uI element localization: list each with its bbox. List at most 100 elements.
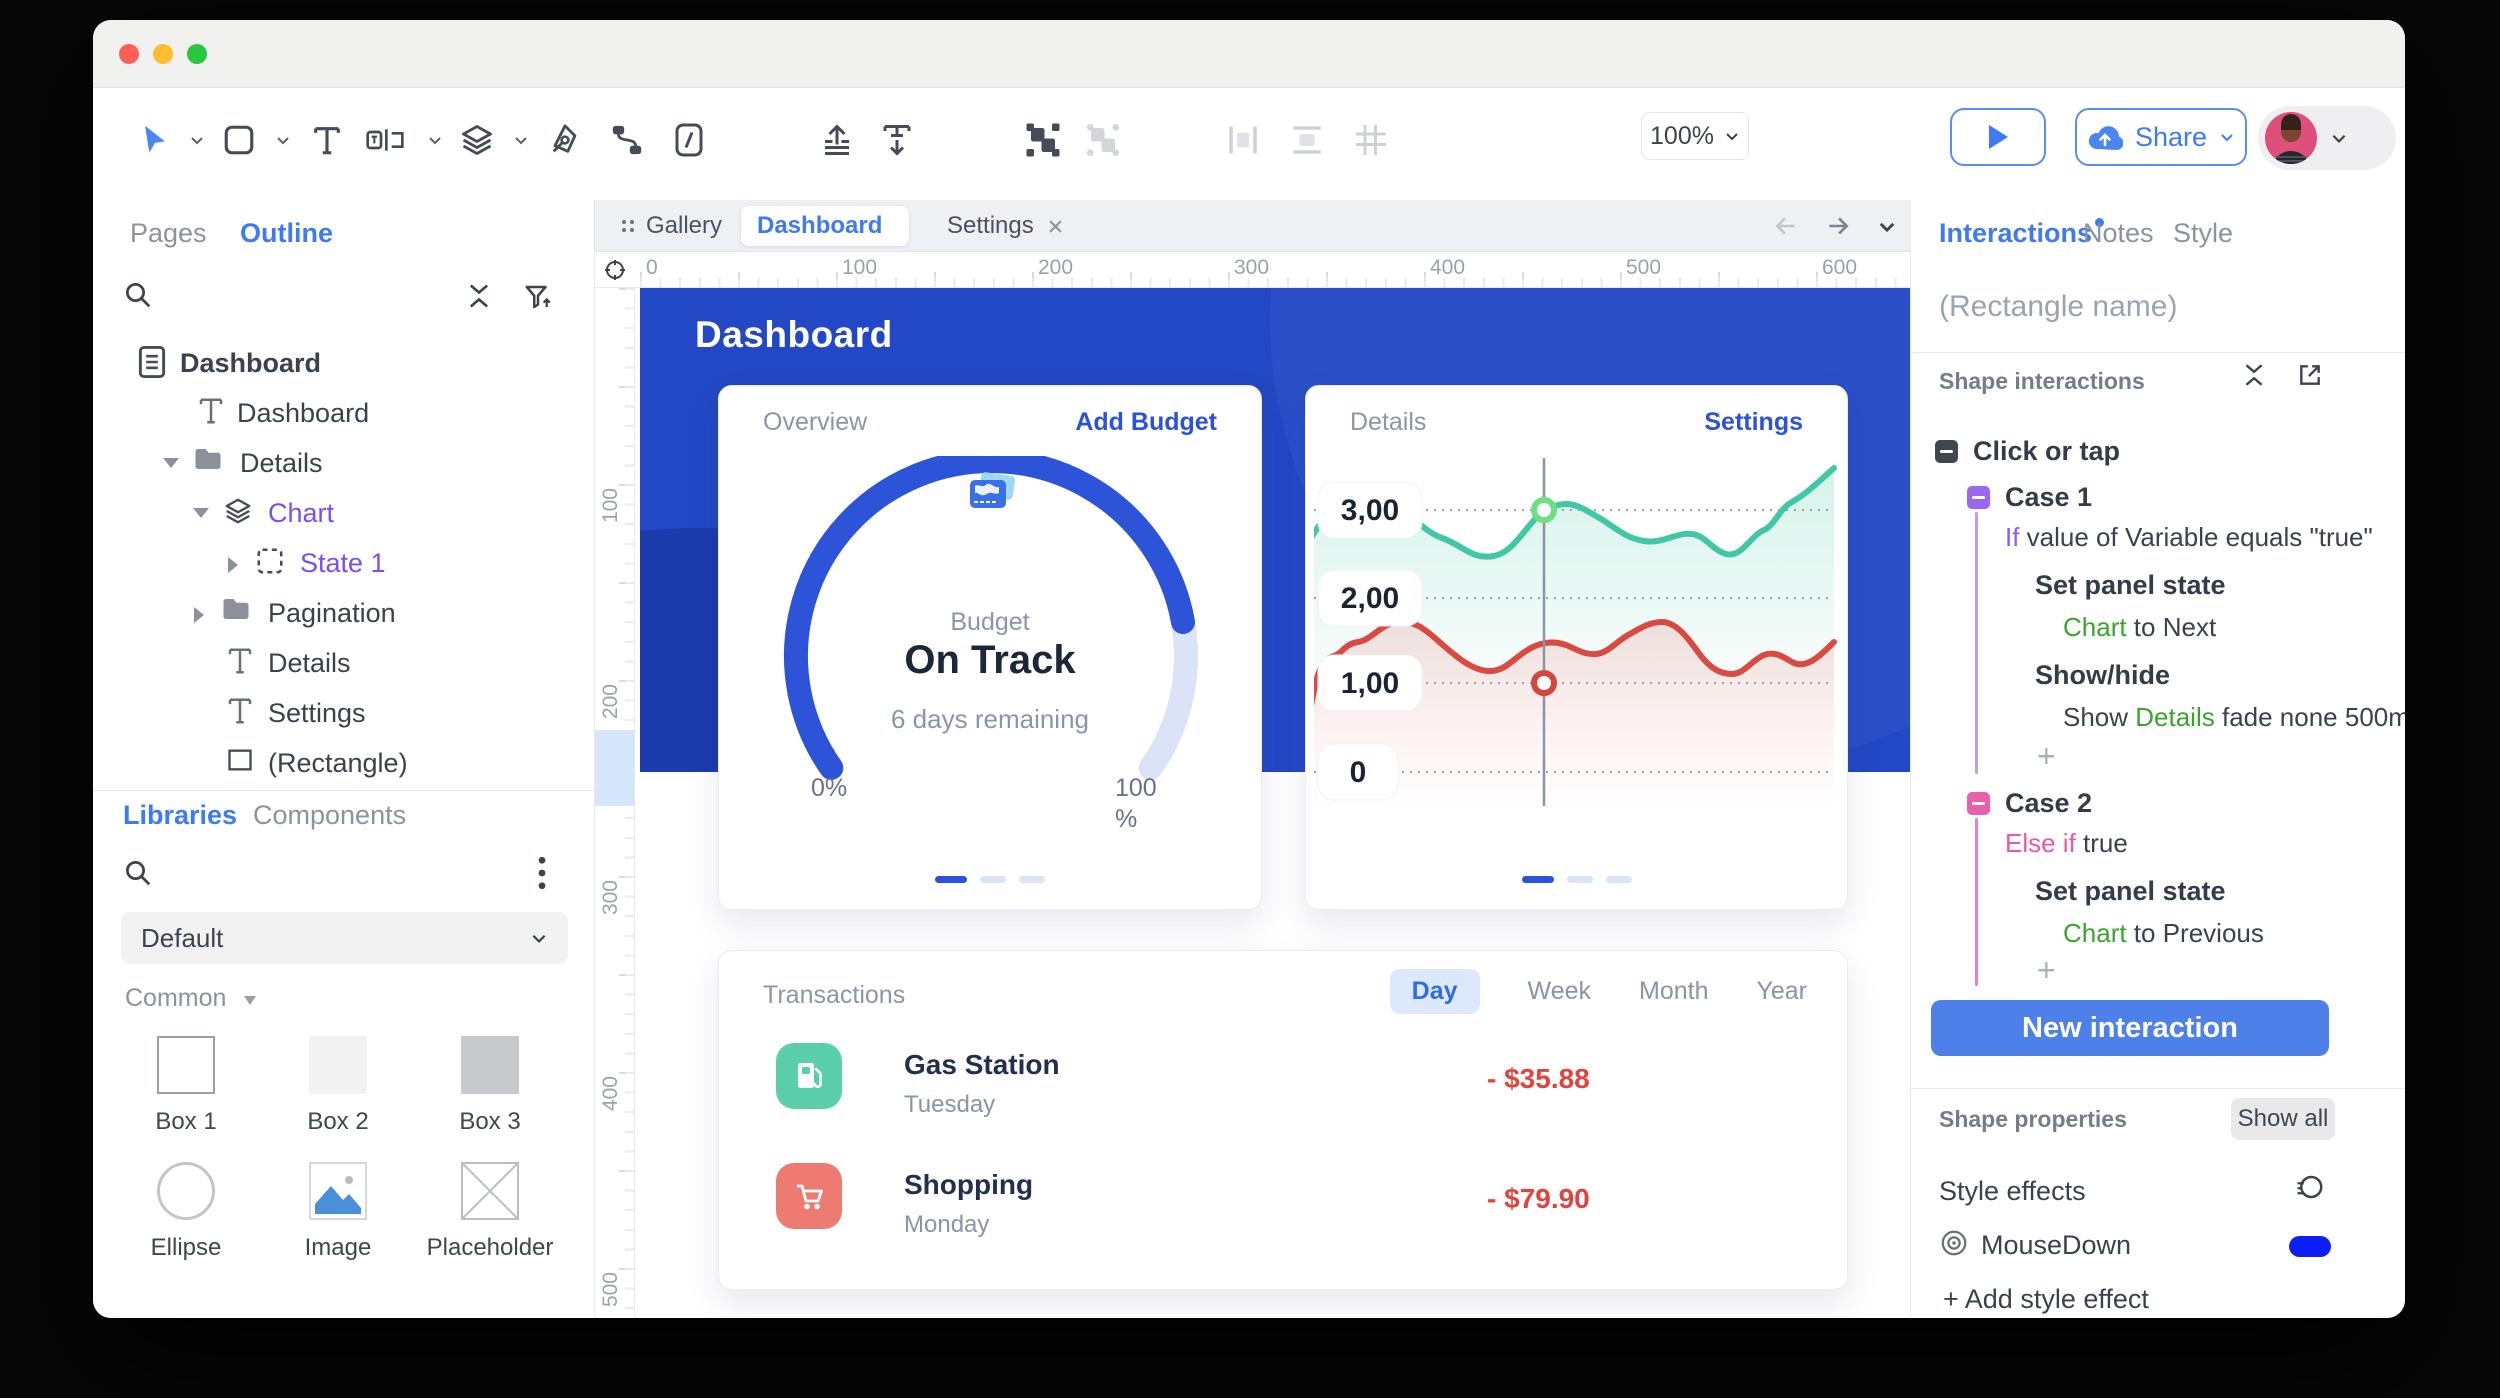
outline-item-text-details[interactable]: Details [93, 640, 594, 686]
group-icon[interactable] [1021, 118, 1065, 162]
outline-item-text-settings[interactable]: Settings [93, 690, 594, 736]
outline-item-text-dashboard[interactable]: Dashboard [93, 390, 594, 436]
close-tab-icon[interactable] [1048, 219, 1063, 234]
library-section-header[interactable]: Common [125, 984, 257, 1013]
minimize-window-button[interactable] [153, 44, 173, 64]
maximize-window-button[interactable] [187, 44, 207, 64]
outline-item-folder-pagination[interactable]: Pagination [93, 590, 594, 636]
settings-link[interactable]: Settings [1704, 408, 1803, 436]
share-button[interactable]: Share [2075, 108, 2247, 166]
case1-condition[interactable]: If value of Variable equals "true" [2005, 522, 2373, 552]
tab-notes[interactable]: Notes [2083, 218, 2154, 248]
rectangle-tool-chevron-icon[interactable] [275, 132, 291, 148]
shape-name-input[interactable] [1937, 284, 2377, 330]
add-style-effect-button[interactable]: + Add style effect [1943, 1284, 2149, 1314]
new-interaction-button[interactable]: New interaction [1931, 1000, 2329, 1056]
text-tool[interactable] [305, 118, 349, 162]
case2-action1-detail[interactable]: Chart to Previous [2063, 918, 2264, 948]
library-item-box1[interactable] [111, 1036, 261, 1099]
carousel-dots[interactable] [719, 876, 1261, 883]
connector-tool[interactable] [605, 118, 649, 162]
mousedown-color-swatch[interactable] [2289, 1236, 2331, 1257]
ruler-origin-icon[interactable] [595, 252, 635, 288]
coll apse-event-icon[interactable] [1935, 440, 1958, 463]
tab-outline[interactable]: Outline [240, 218, 333, 248]
select-cursor-tool[interactable] [133, 118, 177, 162]
collapse-case2-icon[interactable] [1967, 792, 1990, 815]
outline-item-rectangle[interactable]: (Rectangle) [93, 740, 594, 786]
case1-action2-type[interactable]: Show/hide [2035, 660, 2170, 690]
preview-play-button[interactable] [1950, 108, 2046, 166]
period-tab-year[interactable]: Year [1756, 977, 1807, 1005]
caret-right-icon[interactable] [228, 557, 238, 573]
caret-right-icon[interactable] [194, 607, 204, 623]
library-item-placeholder[interactable] [415, 1162, 565, 1225]
history-back-icon[interactable] [1773, 213, 1799, 239]
grid-snap-icon[interactable] [1349, 118, 1393, 162]
case2-title[interactable]: Case 2 [2005, 788, 2093, 818]
style-effects-toggle-icon[interactable] [2295, 1172, 2325, 1202]
layers-tool[interactable] [455, 118, 499, 162]
collapse-interactions-icon[interactable] [2241, 362, 2267, 388]
library-kebab-menu-icon[interactable] [537, 856, 547, 890]
caret-down-icon[interactable] [193, 508, 209, 518]
carousel-dots[interactable] [1306, 876, 1847, 883]
add-action-button[interactable]: + [2037, 738, 2056, 774]
zoom-level-dropdown[interactable]: 100% [1641, 112, 1749, 160]
collapse-all-icon[interactable] [465, 282, 493, 310]
account-menu[interactable] [2258, 106, 2396, 170]
add-action-button[interactable]: + [2037, 952, 2056, 988]
pen-tool[interactable] [543, 118, 587, 162]
rectangle-tool[interactable] [217, 118, 261, 162]
layers-tool-chevron-icon[interactable] [513, 132, 529, 148]
caret-down-icon[interactable] [163, 458, 179, 468]
library-item-box2[interactable] [263, 1036, 413, 1099]
period-tab-day[interactable]: Day [1389, 969, 1480, 1014]
close-window-button[interactable] [119, 44, 139, 64]
distribute-vertical-icon[interactable] [1285, 118, 1329, 162]
tab-overflow-chevron-icon[interactable] [1877, 217, 1897, 237]
design-viewport[interactable]: Dashboard Overview Add Budget Budget On … [635, 288, 1910, 1318]
mousedown-effect-label[interactable]: MouseDown [1981, 1230, 2132, 1260]
tab-interactions[interactable]: Interactions [1939, 218, 2105, 249]
tab-dashboard-active[interactable]: Dashboard [741, 206, 909, 246]
case2-condition[interactable]: Else if true [2005, 828, 2128, 858]
show-all-button[interactable]: Show all [2231, 1098, 2335, 1140]
tab-settings[interactable]: Settings [947, 200, 1063, 252]
library-item-ellipse[interactable] [111, 1162, 261, 1225]
outline-item-state-1[interactable]: State 1 [93, 540, 594, 586]
library-search-icon[interactable] [123, 858, 153, 888]
send-to-back-icon[interactable] [875, 118, 919, 162]
tab-libraries[interactable]: Libraries [123, 800, 238, 830]
filter-icon[interactable] [523, 282, 553, 312]
transactions-card[interactable]: Transactions Day Week Month Year Gas Sta… [718, 950, 1848, 1290]
outline-item-folder-details[interactable]: Details [93, 440, 594, 486]
library-item-image[interactable] [263, 1162, 413, 1225]
case1-action2-detail[interactable]: Show Details fade none 500ms [2063, 702, 2405, 732]
cursor-tool-chevron-icon[interactable] [189, 132, 205, 148]
event-click-or-tap[interactable]: Click or tap [1973, 436, 2121, 466]
distribute-horizontal-icon[interactable] [1221, 118, 1265, 162]
collapse-case1-icon[interactable] [1967, 486, 1990, 509]
case1-action1-type[interactable]: Set panel state [2035, 570, 2226, 600]
tab-components[interactable]: Components [253, 800, 407, 830]
period-tab-month[interactable]: Month [1639, 977, 1709, 1005]
library-item-box3[interactable] [415, 1036, 565, 1099]
case1-title[interactable]: Case 1 [2005, 482, 2093, 512]
ungroup-icon[interactable] [1081, 118, 1125, 162]
outline-item-panel-chart[interactable]: Chart [93, 490, 594, 536]
open-in-new-icon[interactable] [2297, 362, 2323, 388]
tab-gallery[interactable]: Gallery [620, 200, 722, 252]
details-card[interactable]: Details Settings [1305, 385, 1848, 910]
overview-card[interactable]: Overview Add Budget Budget On Track 6 da… [718, 385, 1262, 910]
tab-style[interactable]: Style [2173, 218, 2234, 248]
outline-search-icon[interactable] [123, 280, 153, 310]
bring-to-front-icon[interactable] [815, 118, 859, 162]
history-forward-icon[interactable] [1825, 213, 1851, 239]
tab-pages[interactable]: Pages [130, 218, 207, 248]
case1-action1-detail[interactable]: Chart to Next [2063, 612, 2217, 642]
library-select-dropdown[interactable]: Default [121, 912, 568, 964]
form-tool-chevron-icon[interactable] [427, 132, 443, 148]
outline-item-page-dashboard[interactable]: Dashboard [93, 340, 594, 386]
case2-action1-type[interactable]: Set panel state [2035, 876, 2226, 906]
